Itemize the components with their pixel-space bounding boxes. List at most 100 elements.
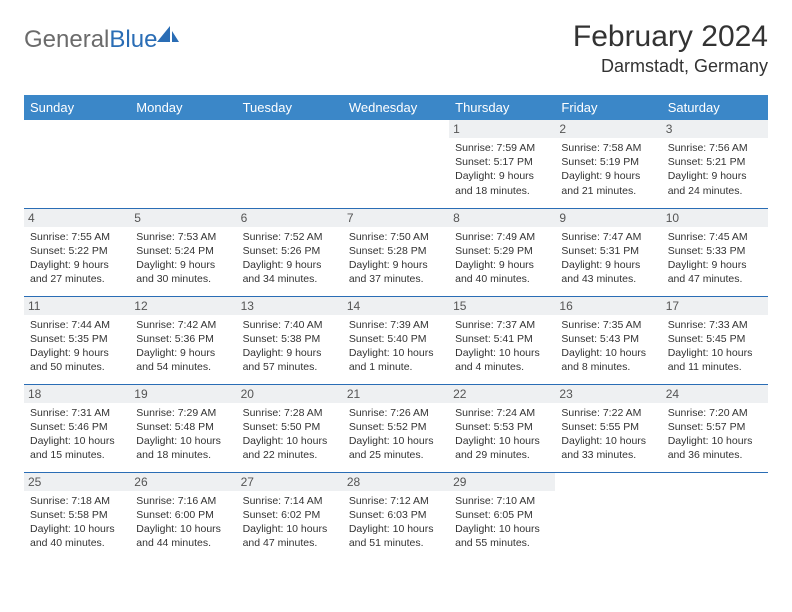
daylight-text: Daylight: 9 hours and 30 minutes. (136, 258, 230, 286)
day-details: Sunrise: 7:47 AMSunset: 5:31 PMDaylight:… (561, 230, 655, 287)
calendar-cell: 26Sunrise: 7:16 AMSunset: 6:00 PMDayligh… (130, 472, 236, 560)
day-details: Sunrise: 7:16 AMSunset: 6:00 PMDaylight:… (136, 494, 230, 551)
sunrise-text: Sunrise: 7:31 AM (30, 406, 124, 420)
day-details: Sunrise: 7:37 AMSunset: 5:41 PMDaylight:… (455, 318, 549, 375)
calendar-cell: 2Sunrise: 7:58 AMSunset: 5:19 PMDaylight… (555, 120, 661, 208)
sunset-text: Sunset: 5:58 PM (30, 508, 124, 522)
day-number: 4 (24, 209, 130, 227)
day-number: 12 (130, 297, 236, 315)
sunset-text: Sunset: 6:03 PM (349, 508, 443, 522)
sunset-text: Sunset: 5:50 PM (243, 420, 337, 434)
daylight-text: Daylight: 9 hours and 24 minutes. (668, 169, 762, 197)
sunrise-text: Sunrise: 7:29 AM (136, 406, 230, 420)
calendar-cell: 9Sunrise: 7:47 AMSunset: 5:31 PMDaylight… (555, 208, 661, 296)
day-number: 16 (555, 297, 661, 315)
sunrise-text: Sunrise: 7:22 AM (561, 406, 655, 420)
day-number: 18 (24, 385, 130, 403)
calendar-body: 1Sunrise: 7:59 AMSunset: 5:17 PMDaylight… (24, 120, 768, 560)
calendar-cell (662, 472, 768, 560)
daylight-text: Daylight: 9 hours and 37 minutes. (349, 258, 443, 286)
calendar-row: 4 Sunrise: 7:55 AMSunset: 5:22 PMDaylight… (24, 208, 768, 296)
sunset-text: Sunset: 5:35 PM (30, 332, 124, 346)
daylight-text: Daylight: 10 hours and 36 minutes. (668, 434, 762, 462)
sunset-text: Sunset: 5:22 PM (30, 244, 124, 258)
calendar-cell: 22Sunrise: 7:24 AMSunset: 5:53 PMDayligh… (449, 384, 555, 472)
sunrise-text: Sunrise: 7:53 AM (136, 230, 230, 244)
calendar-row: 25Sunrise: 7:18 AMSunset: 5:58 PMDayligh… (24, 472, 768, 560)
sunset-text: Sunset: 5:33 PM (668, 244, 762, 258)
daylight-text: Daylight: 9 hours and 34 minutes. (243, 258, 337, 286)
calendar-cell (555, 472, 661, 560)
calendar-cell: 19Sunrise: 7:29 AMSunset: 5:48 PMDayligh… (130, 384, 236, 472)
day-details: Sunrise: 7:18 AMSunset: 5:58 PMDaylight:… (30, 494, 124, 551)
calendar-cell: 28Sunrise: 7:12 AMSunset: 6:03 PMDayligh… (343, 472, 449, 560)
weekday-header: Wednesday (343, 95, 449, 120)
sunrise-text: Sunrise: 7:49 AM (455, 230, 549, 244)
sunset-text: Sunset: 6:00 PM (136, 508, 230, 522)
calendar-cell: 13 Sunrise: 7:40 AMSunset: 5:38 PMDayligh… (237, 296, 343, 384)
day-details: Sunrise: 7:39 AMSunset: 5:40 PMDaylight:… (349, 318, 443, 375)
sunrise-text: Sunrise: 7:14 AM (243, 494, 337, 508)
daylight-text: Daylight: 10 hours and 47 minutes. (243, 522, 337, 550)
daylight-text: Daylight: 10 hours and 15 minutes. (30, 434, 124, 462)
sunrise-text: Sunrise: 7:42 AM (136, 318, 230, 332)
sunrise-text: Sunrise: 7:20 AM (668, 406, 762, 420)
day-details: Sunrise: 7:55 AMSunset: 5:22 PMDaylight:… (30, 230, 124, 287)
sunset-text: Sunset: 5:40 PM (349, 332, 443, 346)
sunset-text: Sunset: 6:05 PM (455, 508, 549, 522)
sunset-text: Sunset: 5:55 PM (561, 420, 655, 434)
calendar-cell: 3Sunrise: 7:56 AMSunset: 5:21 PMDaylight… (662, 120, 768, 208)
weekday-header: Tuesday (237, 95, 343, 120)
calendar-cell (237, 120, 343, 208)
sunrise-text: Sunrise: 7:12 AM (349, 494, 443, 508)
logo-word-2: Blue (109, 26, 157, 53)
sunrise-text: Sunrise: 7:47 AM (561, 230, 655, 244)
sunrise-text: Sunrise: 7:44 AM (30, 318, 124, 332)
day-number: 3 (662, 120, 768, 138)
sail-icon (157, 26, 179, 44)
calendar-cell: 7Sunrise: 7:50 AMSunset: 5:28 PMDaylight… (343, 208, 449, 296)
day-details: Sunrise: 7:40 AMSunset: 5:38 PMDaylight:… (243, 318, 337, 375)
calendar-cell: 14 Sunrise: 7:39 AMSunset: 5:40 PMDayligh… (343, 296, 449, 384)
daylight-text: Daylight: 9 hours and 57 minutes. (243, 346, 337, 374)
daylight-text: Daylight: 10 hours and 29 minutes. (455, 434, 549, 462)
day-details: Sunrise: 7:50 AMSunset: 5:28 PMDaylight:… (349, 230, 443, 287)
day-details: Sunrise: 7:42 AMSunset: 5:36 PMDaylight:… (136, 318, 230, 375)
sunset-text: Sunset: 5:43 PM (561, 332, 655, 346)
sunset-text: Sunset: 5:28 PM (349, 244, 443, 258)
calendar-cell: 11Sunrise: 7:44 AMSunset: 5:35 PMDayligh… (24, 296, 130, 384)
logo-text: GeneralBlue (24, 26, 157, 54)
day-number: 5 (130, 209, 236, 227)
sunset-text: Sunset: 6:02 PM (243, 508, 337, 522)
day-details: Sunrise: 7:53 AMSunset: 5:24 PMDaylight:… (136, 230, 230, 287)
sunset-text: Sunset: 5:57 PM (668, 420, 762, 434)
calendar-cell (130, 120, 236, 208)
sunset-text: Sunset: 5:29 PM (455, 244, 549, 258)
logo-word-1: General (24, 26, 109, 53)
sunset-text: Sunset: 5:45 PM (668, 332, 762, 346)
day-number: 28 (343, 473, 449, 491)
day-number: 19 (130, 385, 236, 403)
daylight-text: Daylight: 9 hours and 50 minutes. (30, 346, 124, 374)
weekday-header: Sunday (24, 95, 130, 120)
day-number: 14 (343, 297, 449, 315)
day-details: Sunrise: 7:26 AMSunset: 5:52 PMDaylight:… (349, 406, 443, 463)
sunset-text: Sunset: 5:17 PM (455, 155, 549, 169)
daylight-text: Daylight: 10 hours and 1 minute. (349, 346, 443, 374)
sunset-text: Sunset: 5:31 PM (561, 244, 655, 258)
day-number: 24 (662, 385, 768, 403)
calendar-cell: 29Sunrise: 7:10 AMSunset: 6:05 PMDayligh… (449, 472, 555, 560)
sunrise-text: Sunrise: 7:18 AM (30, 494, 124, 508)
day-details: Sunrise: 7:24 AMSunset: 5:53 PMDaylight:… (455, 406, 549, 463)
calendar-cell: 18Sunrise: 7:31 AMSunset: 5:46 PMDayligh… (24, 384, 130, 472)
day-number: 1 (449, 120, 555, 138)
calendar-row: 18Sunrise: 7:31 AMSunset: 5:46 PMDayligh… (24, 384, 768, 472)
calendar-cell (343, 120, 449, 208)
calendar-cell: 8Sunrise: 7:49 AMSunset: 5:29 PMDaylight… (449, 208, 555, 296)
sunrise-text: Sunrise: 7:52 AM (243, 230, 337, 244)
calendar-row: 1Sunrise: 7:59 AMSunset: 5:17 PMDaylight… (24, 120, 768, 208)
day-number: 13 (237, 297, 343, 315)
weekday-header: Saturday (662, 95, 768, 120)
title-block: February 2024 Darmstadt, Germany (573, 20, 768, 77)
daylight-text: Daylight: 9 hours and 40 minutes. (455, 258, 549, 286)
